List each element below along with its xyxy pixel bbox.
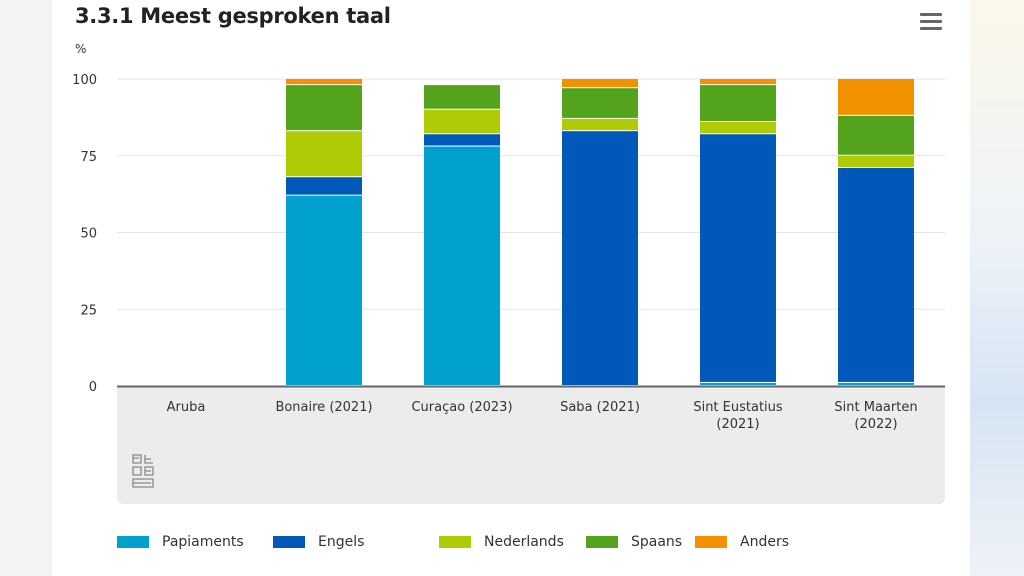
bar-segment-spaans	[424, 85, 500, 109]
category-axis-area	[117, 387, 945, 504]
legend-label: Spaans	[631, 534, 683, 550]
legend-item-engels[interactable]: Engels	[273, 534, 439, 550]
bar-segment-papiaments	[424, 146, 500, 385]
bar-segment-nederlands	[700, 121, 776, 134]
bar-segment-anders	[562, 79, 638, 88]
y-tick-label: 0	[89, 380, 97, 395]
legend-label: Papiaments	[162, 534, 244, 550]
hamburger-menu-icon[interactable]	[920, 13, 942, 31]
legend-swatch	[273, 536, 305, 548]
legend-swatch	[439, 536, 471, 548]
bar-segment-spaans	[838, 115, 914, 155]
legend-swatch	[695, 536, 727, 548]
bar-segment-nederlands	[562, 118, 638, 131]
chart-title: 3.3.1 Meest gesproken taal	[75, 4, 391, 28]
bar-segment-spaans	[562, 88, 638, 118]
bar-segment-engels	[562, 131, 638, 385]
legend-label: Engels	[318, 534, 365, 550]
y-axis-unit: %	[75, 42, 87, 56]
y-tick-label: 50	[80, 227, 97, 242]
bar-segment-engels	[838, 168, 914, 382]
legend: Papiaments Engels Nederlands Spaans Anders	[117, 534, 789, 550]
bar-segment-engels	[286, 177, 362, 195]
bar-segment-anders	[700, 79, 776, 85]
bar-segment-engels	[700, 134, 776, 382]
x-tick-label: Curaçao (2023)	[411, 400, 512, 415]
y-tick-label: 25	[80, 303, 97, 318]
legend-item-papiaments[interactable]: Papiaments	[117, 534, 273, 550]
x-tick-label: Sint Eustatius (2021)	[693, 400, 783, 432]
background-blur	[970, 0, 1024, 576]
bar-segment-papiaments	[286, 195, 362, 385]
bar-segment-nederlands	[838, 155, 914, 168]
legend-swatch	[117, 536, 149, 548]
bar-segment-papiaments	[838, 382, 914, 385]
x-tick-label: Sint Maarten (2022)	[834, 400, 917, 432]
bar-segment-nederlands	[424, 109, 500, 134]
bar-segment-anders	[286, 79, 362, 85]
bar-segment-spaans	[700, 85, 776, 121]
bar-segment-engels	[424, 134, 500, 146]
cbs-logo-icon	[132, 454, 154, 488]
legend-item-nederlands[interactable]: Nederlands	[439, 534, 586, 550]
bar-segment-nederlands	[286, 131, 362, 177]
legend-swatch	[586, 536, 618, 548]
legend-item-anders[interactable]: Anders	[695, 534, 789, 550]
x-tick-label: Bonaire (2021)	[275, 400, 372, 415]
x-tick-label: Saba (2021)	[560, 400, 640, 415]
bar-segment-spaans	[286, 85, 362, 131]
legend-label: Anders	[740, 534, 789, 550]
x-tick-label: Aruba	[167, 400, 206, 415]
y-tick-label: 75	[80, 150, 97, 165]
bar-segment-papiaments	[700, 382, 776, 385]
legend-label: Nederlands	[484, 534, 564, 550]
legend-item-spaans[interactable]: Spaans	[586, 534, 695, 550]
bar-segment-anders	[838, 79, 914, 115]
y-tick-label: 100	[72, 73, 97, 88]
